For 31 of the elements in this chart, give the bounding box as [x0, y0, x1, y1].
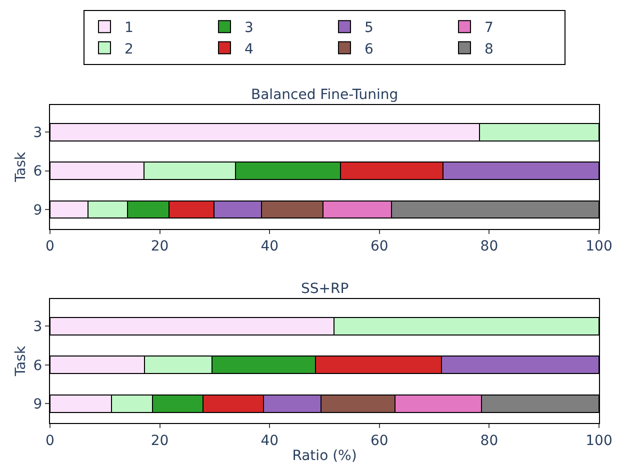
legend-label: 4: [244, 41, 254, 58]
y-tick-label: 6: [33, 358, 42, 374]
legend-label: 7: [484, 20, 494, 36]
x-tick-label: 0: [46, 238, 54, 255]
y-tick-label: 9: [33, 202, 42, 218]
x-tick-label: 60: [370, 432, 388, 449]
x-tick-label: 100: [586, 432, 612, 449]
x-tick-label: 40: [260, 432, 279, 449]
x-tick-label: 40: [260, 238, 279, 255]
y-axis-title: Task: [12, 150, 29, 184]
legend-label: 8: [484, 41, 494, 58]
y-axis-title: Task: [12, 345, 29, 378]
y-tick-label: 6: [33, 164, 42, 180]
chart-title: Balanced Fine-Tuning: [251, 87, 398, 103]
legend-label: 1: [124, 20, 134, 36]
legend-label: 6: [364, 41, 374, 58]
x-tick-label: 100: [586, 238, 612, 255]
y-tick-label: 3: [33, 319, 42, 336]
x-tick-label: 0: [46, 432, 54, 449]
x-tick-label: 80: [480, 432, 498, 449]
x-tick-label: 60: [370, 238, 388, 255]
legend-label: 5: [364, 20, 374, 36]
legend-label: 3: [244, 20, 254, 36]
legend-label: 2: [124, 41, 134, 58]
x-tick-label: 20: [150, 238, 169, 255]
x-tick-label: 80: [480, 238, 498, 255]
y-tick-label: 9: [33, 396, 42, 413]
chart-title: SS+RP: [301, 281, 349, 297]
x-axis-title: Ratio (%): [292, 448, 357, 464]
y-tick-label: 3: [33, 124, 42, 141]
x-tick-label: 20: [150, 432, 169, 449]
